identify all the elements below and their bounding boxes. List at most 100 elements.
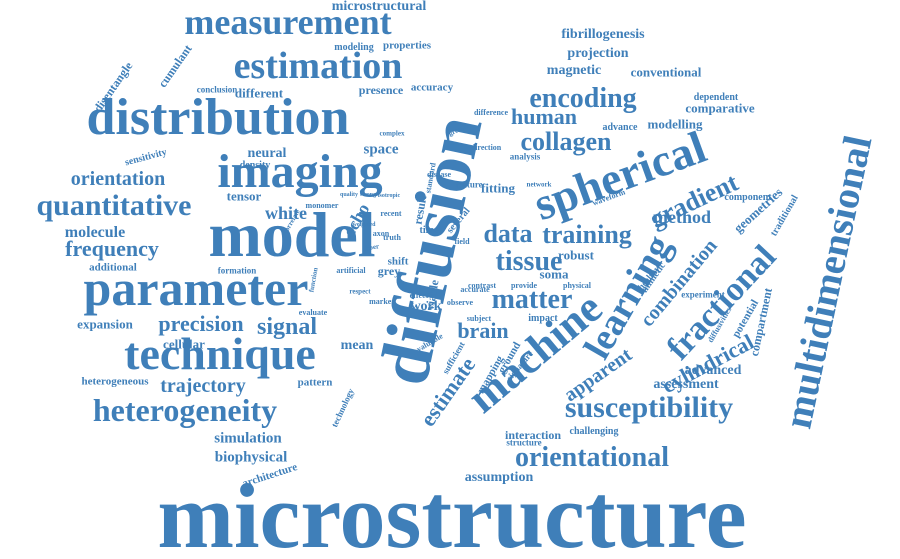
cloud-word-model: model — [208, 199, 376, 270]
cloud-word-advance: advance — [602, 122, 638, 133]
cloud-word-comparative: comparative — [685, 100, 755, 116]
cloud-word-quality: quality — [339, 192, 359, 198]
cloud-word-orientational: orientational — [515, 442, 669, 473]
cloud-word-direction: direction — [470, 143, 502, 152]
cloud-word-function: function — [307, 266, 320, 293]
cloud-word-interaction: interaction — [505, 428, 561, 442]
cloud-word-estimation: estimation — [233, 45, 403, 87]
cloud-word-truth: truth — [383, 233, 401, 242]
cloud-word-formation: formation — [217, 265, 257, 276]
cloud-word-challenging: challenging — [569, 426, 619, 437]
cloud-word-tensor: tensor — [226, 188, 262, 204]
cloud-word-fitting: fitting — [481, 180, 515, 196]
cloud-word-complex: complex — [379, 129, 405, 138]
cloud-word-grey: grey — [377, 264, 401, 278]
cloud-word-artificial: artificial — [336, 266, 366, 275]
cloud-word-expansion: expansion — [77, 316, 133, 332]
cloud-word-presence: presence — [358, 83, 404, 97]
cloud-word-pattern: pattern — [297, 376, 333, 389]
cloud-word-human: human — [510, 104, 578, 129]
cloud-word-cumulant: cumulant — [155, 42, 195, 90]
cloud-word-collagen: collagen — [520, 127, 612, 156]
cloud-word-conventional: conventional — [630, 64, 702, 80]
cloud-word-microstructural: microstructural — [331, 0, 427, 14]
cloud-word-matter: matter — [491, 284, 573, 315]
cloud-word-weighted: weighted — [352, 222, 376, 228]
cloud-word-method: method — [653, 207, 711, 227]
cloud-word-strong: strong — [359, 192, 377, 198]
cloud-word-axon: axon — [372, 229, 390, 238]
cloud-word-impact: impact — [528, 313, 558, 324]
cloud-word-microstructure: microstructure — [157, 465, 747, 559]
cloud-word-analysis: analysis — [509, 151, 541, 162]
cloud-word-time: time — [419, 225, 439, 236]
cloud-word-modeling: modeling — [334, 42, 374, 53]
cloud-word-mean: mean — [340, 338, 374, 353]
cloud-word-physical: physical — [562, 281, 592, 290]
cloud-word-signal: signal — [256, 314, 318, 340]
cloud-word-density: density — [239, 160, 271, 171]
cloud-word-molecule: molecule — [64, 224, 126, 241]
cloud-word-encoding: encoding — [529, 83, 637, 114]
cloud-word-difference: difference — [473, 108, 509, 117]
cloud-word-respect: respect — [349, 287, 371, 296]
cloud-word-susceptibility: susceptibility — [564, 391, 734, 424]
cloud-word-dependent: dependent — [693, 92, 739, 103]
cloud-word-isotropic: isotropic — [377, 193, 401, 199]
cloud-word-properties: properties — [382, 39, 432, 52]
cloud-word-data: data — [483, 219, 533, 248]
cloud-word-advanced: advanced — [684, 363, 742, 378]
cloud-word-tissue: tissue — [495, 246, 563, 277]
cloud-word-white: white — [265, 203, 307, 223]
cloud-word-shift: shift — [387, 255, 409, 268]
cloud-word-biophysical: biophysical — [214, 449, 288, 466]
cloud-word-modelling: modelling — [647, 116, 703, 132]
cloud-word-subject: subject — [466, 314, 492, 323]
cloud-word-heterogeneous: heterogeneous — [81, 375, 149, 388]
cloud-word-network: network — [526, 180, 552, 189]
cloud-word-heterogeneity: heterogeneity — [92, 392, 278, 428]
cloud-word-training: training — [542, 220, 632, 249]
cloud-word-accurate: accurate — [460, 285, 490, 294]
cloud-word-trajectory: trajectory — [160, 375, 246, 397]
cloud-word-magnetic: magnetic — [546, 63, 602, 78]
cloud-word-quantitative: quantitative — [36, 189, 192, 222]
cloud-word-parameter: parameter — [83, 260, 309, 316]
cloud-word-recent: recent — [380, 209, 402, 218]
cloud-word-disease: disease — [427, 170, 451, 179]
cloud-word-imaging: imaging — [217, 145, 383, 198]
cloud-word-marker: marker — [369, 297, 395, 306]
cloud-word-conclusion: conclusion — [196, 84, 238, 95]
cloud-word-fiber: fiber — [364, 242, 380, 253]
cloud-word-neural: neural — [247, 146, 287, 161]
cloud-word-effect: effect — [409, 291, 429, 300]
cloud-word-cellular: cellular — [163, 336, 205, 352]
cloud-word-additional: additional — [89, 261, 137, 274]
cloud-word-fibrillogenesis: fibrillogenesis — [561, 27, 645, 42]
cloud-word-different: different — [234, 85, 284, 101]
cloud-word-soma: soma — [539, 266, 569, 282]
cloud-word-assumption: assumption — [464, 470, 534, 485]
cloud-word-structure: structure — [506, 437, 542, 448]
cloud-word-assessment: assessment — [653, 377, 719, 392]
cloud-word-observe: observe — [446, 298, 474, 307]
cloud-word-space: space — [363, 141, 399, 158]
cloud-word-accuracy: accuracy — [410, 81, 454, 94]
cloud-word-robust: robust — [558, 247, 594, 263]
cloud-word-technique: technique — [124, 328, 316, 379]
cloud-word-component: component — [724, 192, 772, 203]
cloud-word-feature: feature — [455, 179, 483, 190]
cloud-word-frequency: frequency — [65, 236, 159, 261]
cloud-word-projection: projection — [567, 46, 629, 61]
cloud-word-precision: precision — [158, 311, 244, 336]
cloud-word-work: work — [410, 299, 442, 314]
cloud-word-monomer: monomer — [305, 201, 339, 210]
cloud-word-measurement: measurement — [184, 2, 392, 42]
cloud-word-simulation: simulation — [214, 430, 282, 447]
cloud-word-field: field — [454, 237, 470, 246]
cloud-word-experiment: experiment — [681, 289, 725, 300]
cloud-word-brain: brain — [457, 318, 509, 343]
cloud-word-orientation: orientation — [70, 168, 166, 190]
cloud-word-distribution: distribution — [86, 89, 350, 146]
